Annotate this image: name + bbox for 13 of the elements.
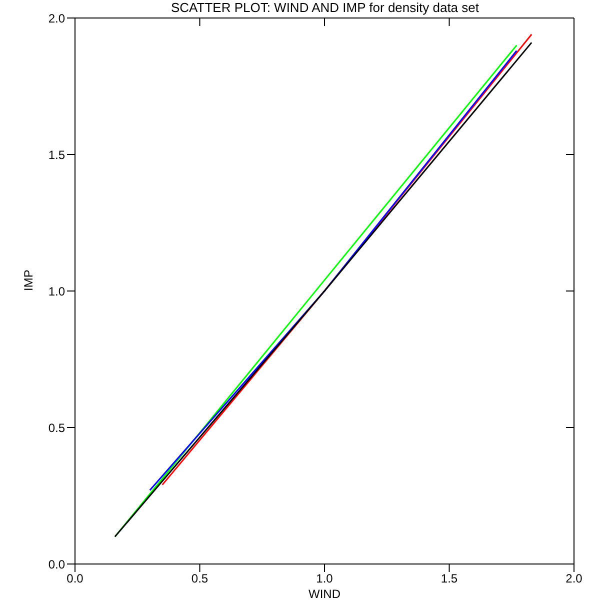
x-tick-label: 1.5 [440,572,458,586]
x-tick-label: 0.0 [66,572,84,586]
x-tick-label: 1.0 [316,572,334,586]
y-tick-label: 0.0 [48,557,66,572]
y-tick-label: 1.0 [48,284,66,298]
y-axis-title: IMP [21,270,36,291]
y-tick-label: 2.0 [48,11,66,26]
x-tick-label: 2.0 [566,572,583,586]
x-axis-title: WIND [308,587,341,600]
x-tick-label: 0.5 [191,572,208,586]
chart-title: SCATTER PLOT: WIND AND IMP for density data set [170,0,480,15]
y-tick-label: 0.5 [48,420,66,435]
y-tick-label: 1.5 [48,148,66,162]
